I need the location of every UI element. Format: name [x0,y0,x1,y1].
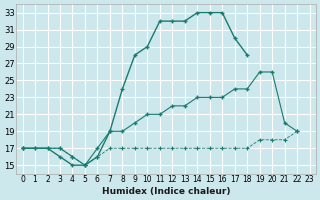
X-axis label: Humidex (Indice chaleur): Humidex (Indice chaleur) [102,187,230,196]
